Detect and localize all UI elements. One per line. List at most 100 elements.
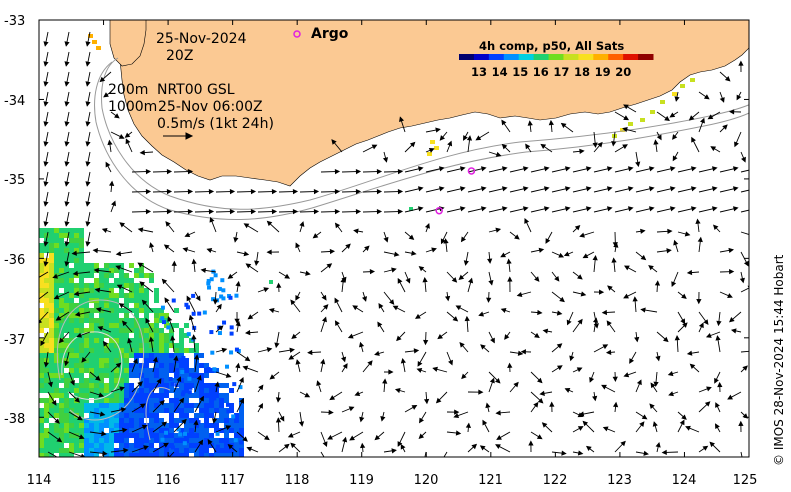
current-vector — [520, 349, 532, 355]
sst-pixel — [54, 303, 59, 308]
sst-pixel — [221, 296, 226, 301]
sst-pixel — [74, 388, 79, 393]
current-vector — [186, 295, 196, 313]
sst-pixel — [49, 353, 54, 358]
current-vector — [334, 320, 343, 333]
sst-pixel — [149, 273, 154, 278]
current-vector — [215, 188, 236, 195]
sst-pixel — [209, 433, 214, 438]
sst-pixel — [109, 298, 114, 303]
sst-pixel — [79, 298, 84, 303]
current-vector — [382, 151, 389, 163]
sst-pixel — [154, 423, 159, 428]
current-vector — [131, 358, 138, 373]
sst-pixel — [49, 278, 54, 283]
sst-pixel — [64, 278, 69, 283]
sst-pixel — [184, 408, 189, 413]
sst-pixel — [199, 393, 204, 398]
current-vector — [257, 188, 278, 195]
current-vector — [601, 309, 616, 316]
current-vector — [374, 431, 385, 441]
sst-pixel — [199, 373, 204, 378]
sst-pixel — [39, 323, 44, 328]
sst-pixel — [54, 298, 59, 303]
current-vector — [341, 436, 348, 453]
sst-pixel — [229, 350, 234, 355]
current-vector — [320, 168, 341, 175]
x-axis-labels: 114 115 116 117 118 119 120 121 122 123 … — [27, 473, 758, 488]
current-vector — [719, 91, 725, 103]
sst-pixel — [149, 373, 154, 378]
sst-pixel — [194, 378, 199, 383]
current-vector — [467, 443, 478, 453]
current-vector — [320, 409, 334, 416]
sst-pixel — [89, 338, 94, 343]
current-vector — [43, 51, 49, 67]
sst-pixel — [84, 283, 89, 288]
current-vector — [527, 120, 533, 133]
sst-pixel — [109, 383, 114, 388]
sst-pixel — [94, 353, 99, 358]
sst-pixel — [204, 453, 209, 457]
sst-pixel — [229, 428, 234, 433]
sst-pixel — [99, 368, 104, 373]
sst-pixel — [69, 358, 74, 363]
sst-pixel — [69, 368, 74, 373]
current-vector — [551, 450, 567, 456]
current-vector — [500, 251, 511, 258]
sst-pixel — [49, 398, 54, 403]
sst-pixel — [239, 418, 244, 423]
sst-pixel — [189, 443, 194, 448]
current-vector — [425, 127, 441, 133]
sst-pixel — [194, 438, 199, 443]
sst-pixel — [79, 268, 84, 273]
current-vector — [614, 186, 634, 193]
sst-pixel — [144, 363, 149, 368]
sst-pixel — [224, 398, 229, 403]
current-vector — [194, 188, 215, 195]
sst-pixel — [149, 413, 154, 418]
sst-pixel — [39, 368, 44, 373]
sst-pixel — [99, 278, 104, 283]
sst-pixel — [74, 408, 79, 413]
sst-pixel — [99, 353, 104, 358]
current-vector — [653, 139, 659, 153]
sst-pixel — [164, 378, 169, 383]
current-vector — [85, 151, 91, 167]
sst-pixel — [159, 433, 164, 438]
sst-pixel — [94, 408, 99, 413]
sst-pixel — [54, 248, 59, 253]
sst-pixel — [159, 343, 164, 348]
sst-pixel — [94, 358, 99, 363]
sst-pixel — [104, 283, 109, 288]
sst-pixel — [139, 438, 144, 443]
current-vector — [739, 271, 745, 284]
current-vector — [347, 331, 364, 339]
sst-pixel — [212, 367, 217, 372]
sst-pixel — [204, 448, 209, 453]
sst-pixel — [229, 453, 234, 457]
sst-pixel — [79, 273, 84, 278]
sst-pixel — [74, 328, 79, 333]
sst-pixel — [84, 358, 89, 363]
sst-pixel — [134, 313, 139, 318]
sst-pixel — [74, 338, 79, 343]
sst-pixel — [84, 313, 89, 318]
sst-pixel — [134, 298, 139, 303]
current-vector — [93, 267, 112, 274]
current-vector — [40, 331, 49, 347]
current-vector — [298, 411, 305, 427]
current-vector — [184, 231, 196, 238]
current-vector — [440, 231, 448, 245]
sst-pixel — [94, 308, 99, 313]
sst-pixel — [134, 323, 139, 328]
sst-pixel — [109, 293, 114, 298]
sst-pixel — [129, 288, 134, 293]
sst-pixel — [194, 403, 199, 408]
current-vector — [383, 448, 397, 454]
sst-pixel — [84, 343, 89, 348]
sst-pixel — [49, 443, 54, 448]
sst-pixel — [94, 293, 99, 298]
argo-label: Argo — [311, 26, 349, 42]
sst-pixel — [174, 388, 179, 393]
